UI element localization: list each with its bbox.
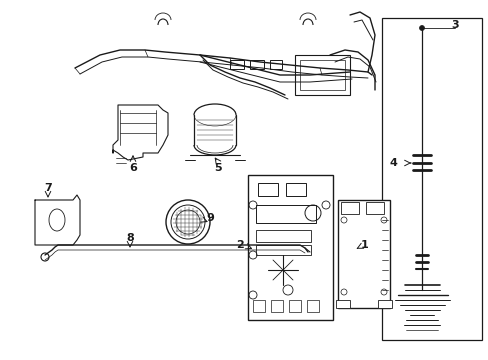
Bar (294, 55, 349, 95)
Bar (269, 60, 282, 69)
Bar (340, 202, 358, 214)
Bar (256, 205, 315, 223)
Bar (249, 60, 264, 69)
Text: 8: 8 (126, 233, 134, 243)
Bar (381, 18, 481, 340)
Bar (270, 300, 283, 312)
Bar (306, 300, 318, 312)
Text: 7: 7 (44, 183, 52, 193)
Bar (258, 183, 278, 196)
Bar (288, 300, 301, 312)
Bar (285, 183, 305, 196)
Circle shape (419, 26, 424, 31)
Bar (252, 300, 264, 312)
Bar (299, 60, 345, 90)
Text: 2: 2 (236, 240, 244, 250)
Bar (247, 175, 332, 320)
Bar (335, 300, 349, 308)
Text: 3: 3 (450, 20, 458, 30)
Bar (337, 200, 389, 308)
Bar (256, 230, 310, 242)
Bar (229, 60, 244, 69)
Text: 5: 5 (214, 163, 222, 173)
Text: 4: 4 (388, 158, 396, 168)
Text: 6: 6 (129, 163, 137, 173)
Bar (256, 245, 310, 255)
Text: 9: 9 (205, 213, 214, 223)
Bar (377, 300, 391, 308)
Bar (365, 202, 383, 214)
Text: 1: 1 (360, 240, 368, 250)
